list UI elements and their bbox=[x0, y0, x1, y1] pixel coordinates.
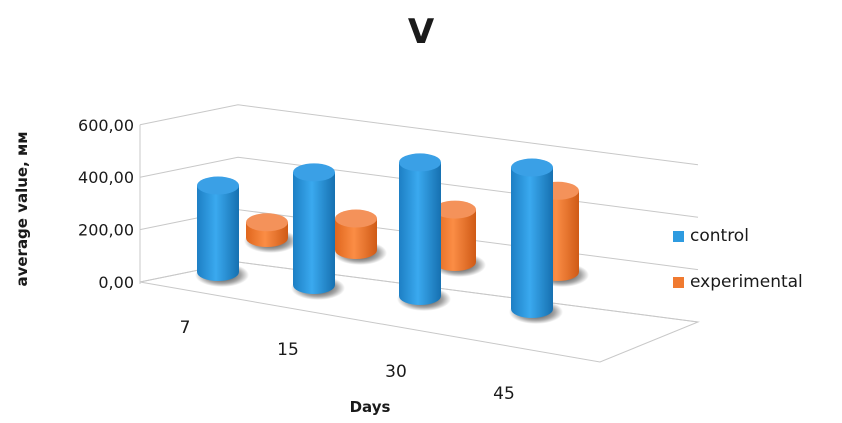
x-tick-label: 15 bbox=[277, 340, 299, 360]
y-axis-label: average value, мм bbox=[13, 131, 31, 287]
bar-experimental-15-body bbox=[335, 218, 377, 259]
y-tick-label: 200,00 bbox=[78, 221, 134, 240]
bar-control-7-top bbox=[197, 176, 239, 195]
y-tick-label: 400,00 bbox=[78, 168, 134, 187]
legend-swatch-experimental bbox=[673, 276, 684, 288]
bar-experimental-7-top bbox=[246, 213, 288, 232]
bar-control-15-body bbox=[293, 172, 335, 294]
chart-title: V bbox=[407, 12, 435, 52]
bar-experimental-30-top bbox=[434, 200, 476, 219]
bar-control-30-body bbox=[399, 162, 441, 305]
bar-control-45-body bbox=[511, 167, 553, 318]
legend-item-experimental: experimental bbox=[673, 272, 803, 292]
legend-label-experimental: experimental bbox=[690, 272, 803, 292]
x-tick-label: 30 bbox=[385, 362, 407, 382]
bar-control-15 bbox=[291, 163, 345, 300]
bar-control-45-top bbox=[511, 158, 553, 177]
bar-control-30 bbox=[397, 153, 451, 311]
bar-experimental-30 bbox=[432, 200, 486, 277]
bar-experimental-7 bbox=[244, 213, 298, 253]
legend: control experimental bbox=[673, 226, 803, 318]
x-axis-label: Days bbox=[349, 398, 391, 416]
x-tick-label: 7 bbox=[180, 318, 191, 338]
y-tick-label: 0,00 bbox=[98, 273, 134, 292]
y-tick-label: 600,00 bbox=[78, 116, 134, 135]
bar-control-45 bbox=[509, 158, 563, 324]
bar-control-7 bbox=[195, 176, 249, 287]
bar-experimental-15 bbox=[333, 209, 387, 265]
bar-experimental-15-top bbox=[335, 209, 377, 228]
bar-control-30-top bbox=[399, 153, 441, 172]
gridline bbox=[139, 104, 699, 166]
bar-control-15-top bbox=[293, 163, 335, 182]
legend-label-control: control bbox=[690, 226, 749, 246]
x-tick-label: 45 bbox=[493, 384, 515, 404]
legend-item-control: control bbox=[673, 226, 803, 246]
bar-control-7-body bbox=[197, 185, 239, 281]
bar-experimental-30-body bbox=[434, 209, 476, 271]
legend-swatch-control bbox=[673, 230, 684, 242]
